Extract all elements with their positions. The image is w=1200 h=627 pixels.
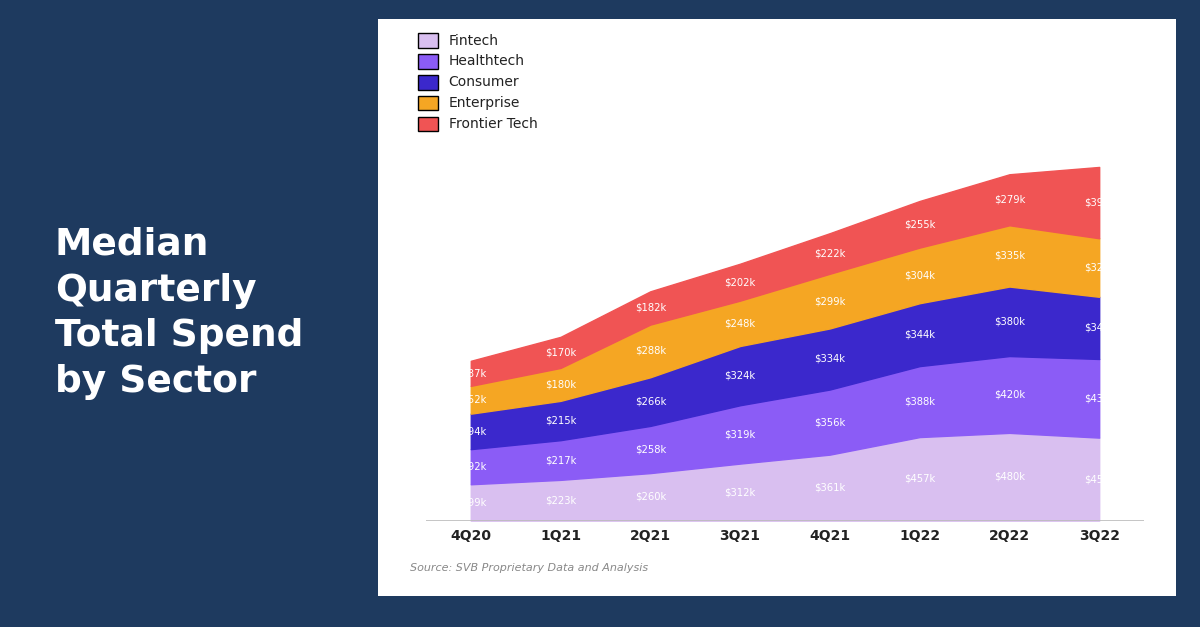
Text: $222k: $222k <box>814 248 846 258</box>
Text: $170k: $170k <box>545 347 576 357</box>
FancyBboxPatch shape <box>418 117 438 131</box>
Text: Healthtech: Healthtech <box>449 55 524 68</box>
FancyBboxPatch shape <box>418 33 438 48</box>
Text: $299k: $299k <box>814 296 846 306</box>
Text: Frontier Tech: Frontier Tech <box>449 117 538 131</box>
Text: $320k: $320k <box>1084 263 1115 273</box>
Text: Source: SVB Proprietary Data and Analysis: Source: SVB Proprietary Data and Analysi… <box>410 562 648 572</box>
Text: $454k: $454k <box>1084 474 1115 484</box>
Text: $248k: $248k <box>725 319 756 329</box>
FancyBboxPatch shape <box>418 54 438 69</box>
Text: $202k: $202k <box>725 277 756 287</box>
FancyBboxPatch shape <box>418 75 438 90</box>
Text: Fintech: Fintech <box>449 34 499 48</box>
Text: $217k: $217k <box>545 455 576 465</box>
Text: $182k: $182k <box>635 303 666 313</box>
Text: $430k: $430k <box>1084 393 1115 403</box>
Text: $288k: $288k <box>635 346 666 356</box>
Text: $388k: $388k <box>904 397 935 406</box>
Text: Median
Quarterly
Total Spend
by Sector: Median Quarterly Total Spend by Sector <box>55 227 304 400</box>
Text: $319k: $319k <box>725 429 756 440</box>
Text: $260k: $260k <box>635 492 666 502</box>
Text: $420k: $420k <box>994 389 1025 399</box>
Text: $324k: $324k <box>725 371 756 381</box>
Text: $152k: $152k <box>455 395 486 405</box>
Text: $380k: $380k <box>994 316 1025 326</box>
Text: $312k: $312k <box>725 487 756 497</box>
Text: $279k: $279k <box>994 195 1025 205</box>
Text: $304k: $304k <box>904 270 935 280</box>
Text: $340k: $340k <box>1084 323 1115 333</box>
Text: $194k: $194k <box>455 426 486 436</box>
FancyBboxPatch shape <box>418 96 438 110</box>
Text: $266k: $266k <box>635 397 666 406</box>
Text: $344k: $344k <box>904 330 935 340</box>
Text: $223k: $223k <box>545 495 576 505</box>
Text: $335k: $335k <box>994 251 1025 261</box>
Text: $390k: $390k <box>1084 198 1115 208</box>
Text: $457k: $457k <box>904 474 935 484</box>
Text: $334k: $334k <box>815 354 845 364</box>
Text: $361k: $361k <box>815 483 846 493</box>
Text: $137k: $137k <box>455 368 486 378</box>
Text: $258k: $258k <box>635 445 666 455</box>
Text: $199k: $199k <box>455 497 486 507</box>
Text: $356k: $356k <box>815 417 846 427</box>
Text: $192k: $192k <box>455 461 486 472</box>
Text: Consumer: Consumer <box>449 75 520 89</box>
Text: $480k: $480k <box>994 472 1025 482</box>
Text: $255k: $255k <box>904 219 935 229</box>
Text: $215k: $215k <box>545 416 576 426</box>
Text: $180k: $180k <box>545 379 576 389</box>
Text: Enterprise: Enterprise <box>449 96 520 110</box>
